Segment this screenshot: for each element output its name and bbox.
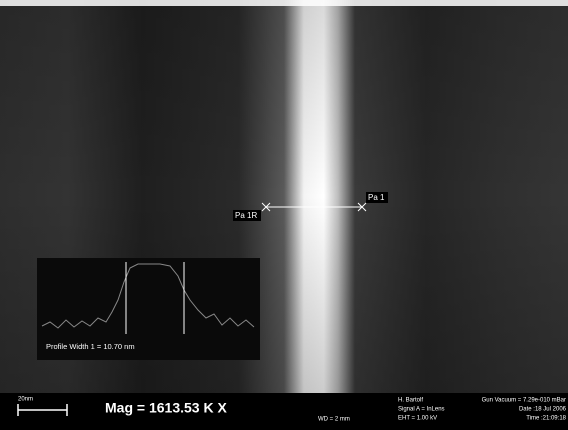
marker-label: Pa 1 xyxy=(368,193,385,202)
sem-screenshot: Pa 1R Pa 1 Profile Width 1 = 10.70 nm 20… xyxy=(0,0,568,430)
signal: Signal A = InLens xyxy=(398,407,445,413)
profile-caption: Profile Width 1 = 10.70 nm xyxy=(46,342,135,351)
eht: EHT = 1.00 kV xyxy=(398,416,437,422)
working-distance: WD = 2 mm xyxy=(318,417,350,423)
gun-vacuum: Gun Vacuum = 7.29e-010 mBar xyxy=(482,398,566,404)
time: Time :21:09:18 xyxy=(526,416,566,422)
magnification: Mag = 1613.53 K X xyxy=(105,400,227,416)
marker-label: Pa 1R xyxy=(235,211,257,220)
date: Date :18 Jul 2006 xyxy=(519,407,567,413)
scale-bar-label: 20nm xyxy=(18,397,33,403)
page: {"image": { "markers": {"left": "Pa 1R",… xyxy=(0,0,568,430)
profile-inset: Profile Width 1 = 10.70 nm xyxy=(37,258,260,360)
top-border xyxy=(0,0,568,6)
operator: H. Bartolf xyxy=(398,398,423,404)
